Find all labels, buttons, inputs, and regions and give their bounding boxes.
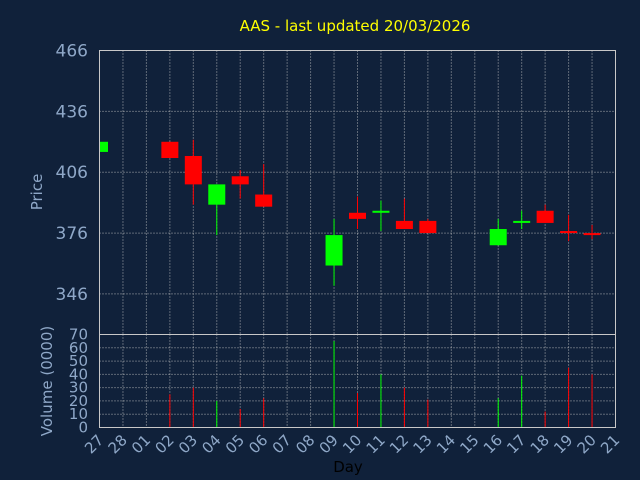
x-tick-label: 20 (574, 431, 600, 457)
x-tick-label: 19 (550, 431, 576, 457)
volume-tick-label: 70 (69, 326, 88, 344)
x-tick-label: 21 (597, 431, 623, 457)
volume-axis-label: Volume (0000) (38, 326, 56, 436)
volume-tick-label: 10 (69, 405, 88, 423)
chart-title: AAS - last updated 20/03/2026 (240, 17, 471, 35)
x-tick-label: 12 (386, 431, 412, 457)
volume-tick-label: 20 (69, 392, 88, 410)
x-tick-label: 15 (456, 431, 482, 457)
x-tick-label: 07 (269, 431, 295, 457)
x-tick-label: 10 (339, 431, 365, 457)
price-tick-label: 376 (56, 224, 88, 244)
candle-body (536, 210, 554, 223)
x-tick-label: 04 (198, 431, 224, 457)
price-tick-label: 346 (56, 285, 88, 305)
candle-body (325, 235, 343, 266)
x-tick-label: 13 (409, 431, 435, 457)
candle-body (184, 155, 202, 185)
x-tick-label: 01 (128, 431, 154, 457)
candle-body (161, 141, 179, 159)
candle-body (231, 176, 249, 185)
candle-body (372, 210, 390, 213)
x-tick-label: 16 (480, 431, 506, 457)
candle-body (489, 229, 507, 246)
x-axis-label: Day (333, 458, 363, 476)
candle-body (419, 220, 437, 234)
x-tick-label: 14 (433, 431, 459, 457)
volume-panel-frame (99, 334, 616, 428)
x-tick-label: 11 (363, 431, 389, 457)
price-tick-label: 436 (56, 102, 88, 122)
x-tick-label: 18 (527, 431, 553, 457)
volume-tick-label: 60 (69, 339, 88, 357)
x-tick-label: 28 (105, 431, 131, 457)
price-tick-label: 406 (56, 163, 88, 183)
x-tick-label: 08 (292, 431, 318, 457)
volume-tick-label: 0 (78, 419, 88, 437)
candle-body (208, 184, 226, 205)
candle-body (395, 220, 413, 230)
candle-body (255, 194, 273, 207)
candle-body (513, 220, 531, 223)
price-tick-label: 466 (56, 42, 88, 62)
candle-body (349, 212, 366, 219)
volume-tick-label: 50 (69, 352, 88, 370)
x-tick-label: 17 (503, 431, 529, 457)
volume-tick-label: 30 (69, 379, 88, 397)
x-tick-label: 09 (316, 431, 342, 457)
volume-tick-label: 40 (69, 365, 88, 383)
price-axis-label: Price (28, 174, 46, 211)
x-tick-label: 03 (175, 431, 201, 457)
candle-body (99, 141, 108, 152)
candle-body (560, 231, 578, 234)
x-tick-label: 05 (222, 431, 248, 457)
x-tick-label: 06 (245, 431, 271, 457)
x-tick-label: 02 (151, 431, 177, 457)
candle-body (583, 233, 601, 236)
